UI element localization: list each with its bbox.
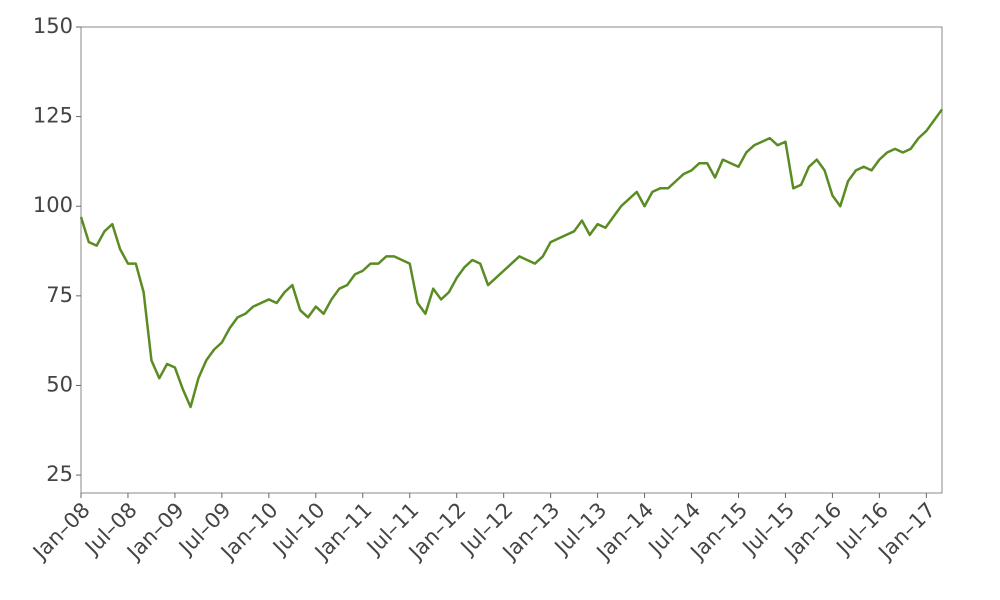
plot-frame [80, 26, 943, 494]
y-tick-label: 150 [33, 14, 73, 38]
line-series [79, 108, 944, 409]
y-tick-label: 125 [33, 104, 73, 128]
y-tick-label: 50 [46, 372, 73, 396]
y-tick-label: 25 [46, 462, 73, 486]
y-tick-label: 75 [46, 283, 73, 307]
y-tick-label: 100 [33, 193, 73, 217]
x-tick-label: Jan–08 [27, 498, 95, 566]
